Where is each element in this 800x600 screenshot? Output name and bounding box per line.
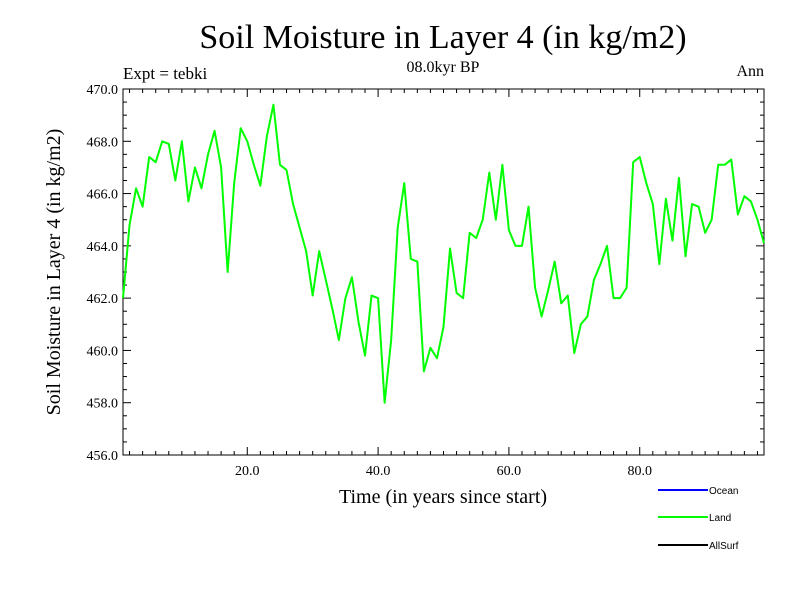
x-tick-label: 40.0 <box>366 464 391 479</box>
y-tick-label: 464.0 <box>87 240 119 255</box>
experiment-label: Expt = tebki <box>123 64 207 83</box>
x-tick-label: 20.0 <box>235 464 260 479</box>
chart-title: Soil Moisture in Layer 4 (in kg/m2) <box>199 19 686 56</box>
chart-subtitle: 08.0kyr BP <box>407 59 480 76</box>
legend-label-land: Land <box>709 513 731 524</box>
plot-frame <box>122 88 765 456</box>
y-tick-label: 458.0 <box>87 397 119 412</box>
axis-ticks <box>123 88 764 456</box>
y-tick-label: 462.0 <box>87 292 119 307</box>
y-tick-label: 470.0 <box>87 83 119 98</box>
land-series-line <box>122 103 765 404</box>
legend-label-allsurf: AllSurf <box>709 541 739 552</box>
y-tick-label: 460.0 <box>87 344 119 359</box>
legend: Ocean Land AllSurf <box>658 486 739 552</box>
y-axis-label: Soil Moisture in Layer 4 (in kg/m2) <box>43 129 65 416</box>
y-tick-labels: 456.0 458.0 460.0 462.0 464.0 466.0 468.0 470.0 <box>87 83 119 464</box>
x-tick-labels: 20.0 40.0 60.0 80.0 <box>235 464 652 479</box>
y-tick-label: 468.0 <box>87 135 119 150</box>
period-label: Ann <box>736 63 764 80</box>
y-tick-label: 466.0 <box>87 188 119 203</box>
legend-label-ocean: Ocean <box>709 486 738 497</box>
x-axis-label: Time (in years since start) <box>339 486 547 508</box>
y-tick-label: 456.0 <box>87 449 119 464</box>
x-tick-label: 80.0 <box>627 464 652 479</box>
x-tick-label: 60.0 <box>497 464 522 479</box>
